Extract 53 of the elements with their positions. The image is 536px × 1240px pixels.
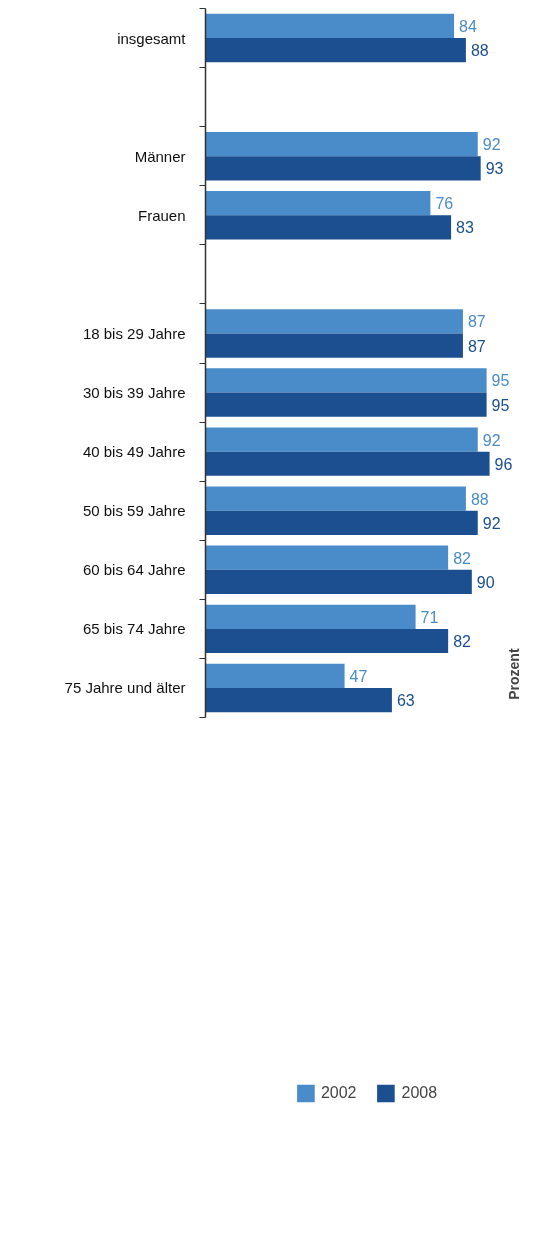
y-tick-label: 30 bis 39 Jahre	[82, 384, 186, 402]
data-label: 92	[482, 136, 501, 154]
data-label: 76	[435, 195, 454, 213]
data-label: 95	[491, 396, 510, 414]
bar	[205, 569, 472, 595]
text: Prozent	[505, 648, 522, 700]
data-label: 63	[396, 692, 415, 710]
y-tick-label: 65 bis 74 Jahre	[82, 620, 186, 638]
bar	[205, 309, 463, 334]
bar	[205, 486, 466, 511]
data-label: 96	[494, 455, 513, 473]
legend-label: 2008	[401, 1082, 438, 1103]
data-label: 93	[485, 160, 504, 178]
bar	[205, 368, 487, 393]
data-label: 88	[470, 42, 489, 60]
data-label: 95	[491, 372, 510, 390]
data-label: 87	[467, 313, 486, 331]
legend-label: 2002	[320, 1082, 357, 1103]
y-tick-label: 18 bis 29 Jahre	[82, 324, 186, 342]
y-tick-label: insgesamt	[117, 29, 187, 47]
bar	[205, 392, 487, 417]
y-tick-label: 40 bis 49 Jahre	[82, 443, 186, 461]
data-label: 88	[470, 490, 489, 508]
data-label: 83	[456, 219, 474, 237]
y-tick-label: 60 bis 64 Jahre	[82, 561, 186, 579]
y-tick-label: 75 Jahre und älter	[64, 679, 186, 697]
data-label: 90	[476, 573, 495, 591]
bar	[205, 545, 449, 570]
bar	[205, 451, 490, 476]
y-tick-label: Frauen	[137, 206, 186, 224]
data-label: 82	[453, 632, 472, 650]
data-label: 92	[482, 514, 501, 532]
y-tick-label: Männer	[134, 147, 186, 165]
y-tick-label: 50 bis 59 Jahre	[82, 502, 186, 520]
data-label: 47	[349, 667, 368, 685]
bar	[205, 628, 449, 654]
bar	[205, 510, 478, 535]
bar	[205, 38, 466, 63]
bar	[205, 215, 452, 240]
data-label: 71	[420, 608, 439, 626]
bar	[205, 333, 463, 358]
data-label: 87	[467, 337, 486, 355]
bar	[205, 156, 481, 181]
bar	[205, 427, 478, 452]
data-label: 84	[459, 17, 477, 35]
bar	[205, 687, 392, 713]
data-label: 82	[453, 549, 472, 567]
bar	[205, 604, 416, 629]
bar	[205, 131, 478, 157]
bar	[205, 191, 431, 216]
bar	[205, 663, 345, 688]
bar	[205, 13, 455, 39]
data-label: 92	[482, 431, 501, 449]
